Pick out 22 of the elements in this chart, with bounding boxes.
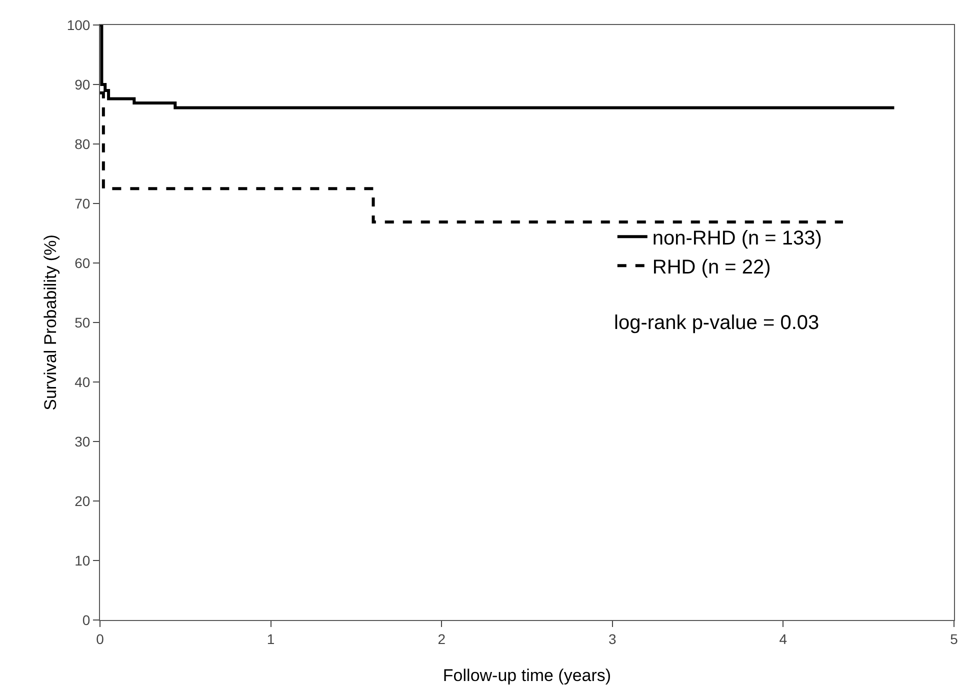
x-tick-label: 0 (96, 630, 104, 647)
y-tick-label: 30 (74, 433, 90, 450)
x-tick-label: 5 (950, 630, 958, 647)
y-tick-label: 70 (74, 195, 90, 212)
x-axis-title: Follow-up time (years) (442, 666, 612, 685)
y-tick-label: 90 (74, 76, 90, 92)
y-tick-label: 40 (74, 374, 90, 390)
annotation: log-rank p-value = 0.03 (614, 312, 820, 334)
legend-label: non-RHD (n = 133) (652, 227, 822, 250)
x-tick-label: 2 (438, 630, 446, 647)
y-tick-label: 100 (66, 16, 90, 33)
y-tick-label: 0 (82, 612, 90, 628)
x-tick-label: 4 (779, 630, 788, 647)
legend-label: RHD (n = 22) (652, 256, 771, 278)
y-tick-label: 60 (74, 254, 90, 271)
x-tick-label: 1 (266, 630, 275, 647)
y-tick-label: 10 (74, 552, 90, 568)
y-axis-title: Survival Probability (%) (41, 234, 60, 410)
y-tick-label: 20 (74, 492, 90, 509)
x-tick-label: 3 (608, 630, 616, 647)
y-tick-label: 50 (74, 314, 90, 330)
y-tick-label: 80 (74, 136, 90, 152)
